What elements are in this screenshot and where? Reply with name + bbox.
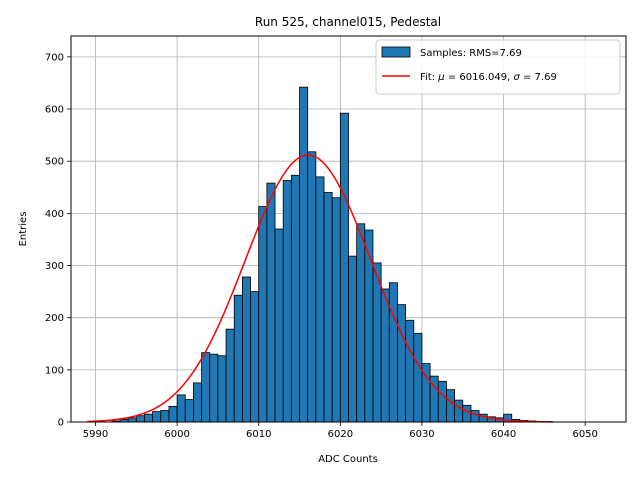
histogram-bar [388,282,398,423]
histogram-bar [446,389,456,423]
histogram-bar [144,413,154,423]
histogram-bar [307,151,317,423]
histogram-bar [364,229,374,423]
y-axis-label: Entries [18,212,29,247]
histogram-bar [290,174,300,423]
histogram-bar [405,319,415,423]
legend-swatch-samples [381,46,411,58]
legend-fit-mu-symbol: μ [437,72,444,83]
x-tick-label: 6000 [164,429,189,440]
histogram-bar [250,291,260,423]
y-tick-label: 100 [45,365,64,376]
y-tick-label: 0 [58,418,64,429]
histogram-bar [168,405,178,423]
histogram-bar [282,180,292,423]
histogram-bar [454,399,464,423]
fit-curve [87,154,553,423]
histogram-bar [176,394,186,423]
legend-fit-part: = 7.69 [520,72,557,83]
histogram-bar [315,176,325,423]
x-tick-label: 6050 [572,429,597,440]
histogram-bar [356,223,366,423]
x-tick-label: 5990 [83,429,108,440]
histogram-bar [274,228,284,423]
y-axis: 0 100 200 300 400 500 600 700 [45,52,71,429]
histogram-bar [266,182,276,423]
y-tick-label: 600 [45,105,64,116]
histogram-bar [331,197,341,423]
histogram-bar [397,304,407,423]
histogram-bar [225,328,235,423]
x-tick-label: 6020 [328,429,353,440]
histogram-bar [323,192,333,423]
histogram-bar [348,255,358,423]
y-tick-label: 200 [45,313,64,324]
histogram-bar [201,352,211,423]
histogram-bar [127,417,137,423]
x-axis-label: ADC Counts [318,454,378,465]
histogram-bar [209,353,219,423]
legend-entry-fit: Fit: μ = 6016.049, σ = 7.69 [420,72,557,83]
histogram-bar [217,355,227,423]
histogram-bar [413,332,423,423]
x-tick-label: 6010 [246,429,271,440]
histogram-bar [339,112,349,423]
histogram-bar [160,410,170,423]
y-tick-label: 400 [45,209,64,220]
plot-area [70,35,627,423]
histogram-bar [184,399,194,423]
y-tick-label: 500 [45,157,64,168]
legend-entry-samples: Samples: RMS=7.69 [420,48,522,59]
histogram-bar [135,415,145,423]
x-tick-label: 6030 [409,429,434,440]
histogram-bar [152,411,162,423]
plot-frame [70,35,627,423]
x-tick-label: 6040 [491,429,516,440]
legend-fit-sigma-symbol: σ [513,72,520,83]
chart-title: Run 525, channel015, Pedestal [255,15,441,29]
histogram-bar [380,288,390,423]
y-tick-label: 300 [45,261,64,272]
histogram-bar [233,294,243,423]
legend-fit-part: = 6016.049, [445,72,514,83]
histogram-bar [258,206,268,423]
histogram-bar [470,410,480,423]
histogram-bar [193,382,202,423]
histogram-bar [372,262,382,423]
histogram-bar [437,380,447,423]
histogram-bar [299,86,309,423]
y-tick-label: 700 [45,52,64,63]
legend-box [375,39,621,95]
x-axis: 5990 6000 6010 6020 6030 6040 6050 [83,422,598,440]
legend-fit-part: Fit: [420,72,438,83]
histogram-bar [241,276,251,423]
legend: Samples: RMS=7.69 Fit: μ = 6016.049, σ =… [375,39,621,95]
histogram-bar [462,404,472,423]
